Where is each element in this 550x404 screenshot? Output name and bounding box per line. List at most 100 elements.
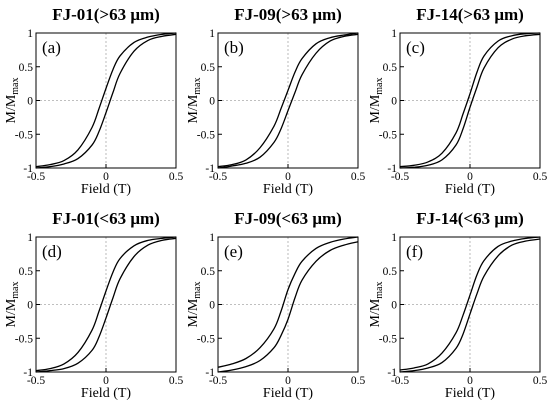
x-tick-label: 0.5: [169, 171, 184, 183]
y-tick-label: -1: [205, 367, 215, 379]
y-tick-label: 0.5: [201, 62, 216, 74]
panel-label: (a): [42, 38, 61, 57]
x-tick-label: -0.5: [209, 375, 227, 387]
hysteresis-branch-upper: [399, 33, 541, 169]
y-axis-label-subscript: max: [10, 77, 21, 94]
x-tick-label: 0: [285, 171, 291, 183]
y-axis-label: M/Mmax: [4, 281, 21, 327]
y-tick-label: -1: [387, 367, 397, 379]
hysteresis-branch-upper: [35, 237, 177, 373]
y-axis-label-subscript: max: [374, 281, 385, 298]
y-axis-label-main: M/M: [368, 94, 383, 123]
x-axis-label: Field (T): [263, 182, 313, 197]
hysteresis-branch-lower: [35, 236, 177, 372]
x-axis-label: Field (T): [81, 182, 131, 197]
x-tick-label: 0: [103, 171, 109, 183]
y-tick-label: 0: [27, 96, 33, 108]
x-tick-label: 0: [467, 375, 473, 387]
x-tick-label: -0.5: [209, 171, 227, 183]
y-tick-label: 1: [27, 232, 33, 244]
y-tick-label: 0.5: [201, 266, 216, 278]
x-tick-label: 0.5: [533, 171, 548, 183]
panel-label: (f): [406, 242, 423, 261]
panel-title: FJ-09(>63 μm): [234, 5, 342, 24]
x-axis-label: Field (T): [81, 386, 131, 401]
y-tick-label: 1: [209, 28, 215, 40]
y-tick-label: -1: [205, 163, 215, 175]
x-tick-label: 0.5: [169, 375, 184, 387]
hysteresis-branch-upper: [217, 241, 359, 373]
y-axis-label-main: M/M: [4, 94, 19, 123]
hysteresis-branch-lower: [35, 32, 177, 168]
y-axis-label: M/Mmax: [4, 77, 21, 123]
hysteresis-branch-upper: [399, 238, 541, 373]
panel-title: FJ-09(<63 μm): [234, 209, 342, 228]
y-tick-label: -0.5: [197, 129, 215, 141]
x-tick-label: 0.5: [351, 375, 366, 387]
y-axis-label-subscript: max: [10, 281, 21, 298]
x-tick-label: -0.5: [391, 171, 409, 183]
y-axis-label: M/Mmax: [368, 281, 385, 327]
x-tick-label: 0: [285, 375, 291, 387]
y-tick-label: -1: [387, 163, 397, 175]
y-tick-label: 0.5: [383, 266, 398, 278]
hysteresis-branch-upper: [217, 33, 359, 169]
y-axis-label-main: M/M: [4, 298, 19, 327]
y-tick-label: 1: [391, 232, 397, 244]
y-axis-label-main: M/M: [186, 94, 201, 123]
x-tick-label: -0.5: [391, 375, 409, 387]
hysteresis-branch-upper: [35, 33, 177, 169]
y-tick-label: 0: [391, 96, 397, 108]
y-tick-label: 0: [209, 96, 215, 108]
x-tick-label: 0: [467, 171, 473, 183]
x-tick-label: 0: [103, 375, 109, 387]
panel-label: (e): [224, 242, 243, 261]
y-tick-label: 1: [209, 232, 215, 244]
y-axis-label-subscript: max: [374, 77, 385, 94]
y-tick-label: 0.5: [383, 62, 398, 74]
x-tick-label: -0.5: [27, 375, 45, 387]
panel-title: FJ-01(<63 μm): [52, 209, 160, 228]
y-tick-label: -1: [23, 163, 33, 175]
y-tick-label: -0.5: [379, 333, 397, 345]
y-axis-label: M/Mmax: [186, 281, 203, 327]
x-tick-label: -0.5: [27, 171, 45, 183]
panel-label: (d): [42, 242, 62, 261]
panel-title: FJ-14(>63 μm): [416, 5, 524, 24]
y-tick-label: -0.5: [379, 129, 397, 141]
y-axis-label-subscript: max: [192, 77, 203, 94]
x-axis-label: Field (T): [263, 386, 313, 401]
y-tick-label: -0.5: [197, 333, 215, 345]
y-tick-label: 0.5: [19, 62, 34, 74]
hysteresis-branch-lower: [399, 32, 541, 168]
hysteresis-branch-lower: [399, 236, 541, 371]
x-axis-label: Field (T): [445, 182, 495, 197]
panel-title: FJ-14(<63 μm): [416, 209, 524, 228]
panel-label: (b): [224, 38, 244, 57]
panel-title: FJ-01(>63 μm): [52, 5, 160, 24]
y-tick-label: 0: [209, 300, 215, 312]
x-axis-label: Field (T): [445, 386, 495, 401]
y-axis-label: M/Mmax: [186, 77, 203, 123]
y-tick-label: -0.5: [15, 129, 33, 141]
x-tick-label: 0.5: [533, 375, 548, 387]
panel-label: (c): [406, 38, 425, 57]
y-tick-label: 1: [391, 28, 397, 40]
y-tick-label: -0.5: [15, 333, 33, 345]
y-tick-label: 0: [391, 300, 397, 312]
y-tick-label: 1: [27, 28, 33, 40]
y-axis-label: M/Mmax: [368, 77, 385, 123]
hysteresis-branch-lower: [217, 236, 359, 368]
y-tick-label: 0.5: [19, 266, 34, 278]
y-tick-label: 0: [27, 300, 33, 312]
x-tick-label: 0.5: [351, 171, 366, 183]
hysteresis-branch-lower: [217, 32, 359, 168]
y-axis-label-main: M/M: [186, 298, 201, 327]
